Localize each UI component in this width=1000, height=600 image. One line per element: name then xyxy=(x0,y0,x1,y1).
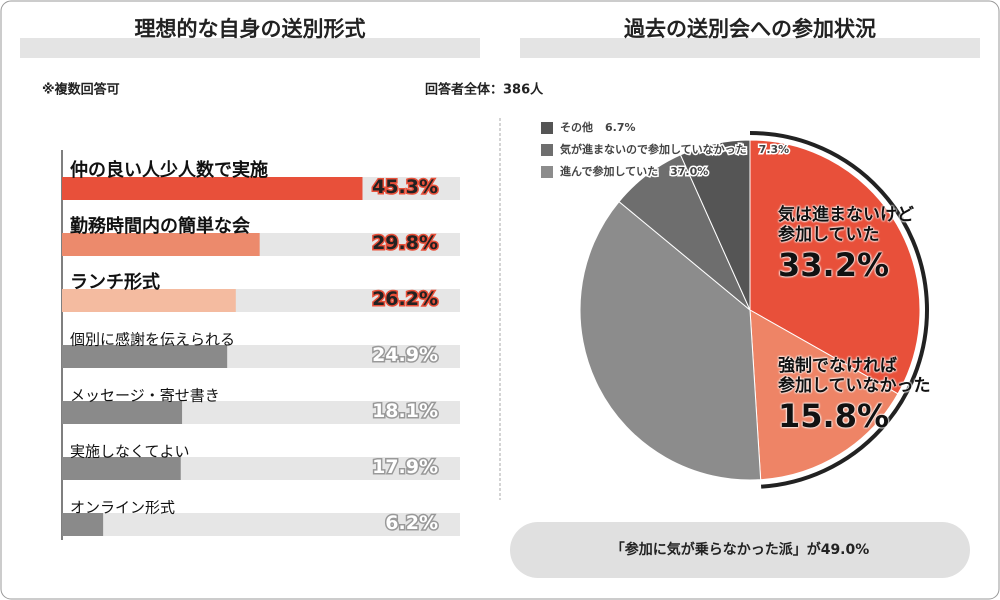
bar-label: 仲の良い人少人数で実施 xyxy=(70,159,268,181)
bar-label: メッセージ・寄せ書き xyxy=(70,387,220,405)
legend-name: 気が進まないので参加していなかった xyxy=(560,142,747,156)
value-label: 6.2% xyxy=(385,512,438,534)
bar-label: 勤務時間内の簡単な会 xyxy=(70,215,250,237)
title-band xyxy=(20,38,480,58)
value-label: 45.3% xyxy=(372,176,438,198)
note: ※複数回答可 xyxy=(42,82,120,98)
legend-entry: 進んで参加していた 37.0% xyxy=(560,164,708,178)
legend-value: 7.3% xyxy=(759,143,790,156)
value-label: 29.8% xyxy=(372,232,438,254)
legend-swatch xyxy=(541,166,553,178)
legend-swatch xyxy=(541,122,553,134)
pie-slice xyxy=(679,139,751,311)
legend-entry: 気が進まないので参加していなかった 7.3% xyxy=(560,142,789,156)
bar-label: 実施しなくてよい xyxy=(70,443,190,461)
bar-label: 個別に感謝を伝えられる xyxy=(70,331,235,349)
callout: 「参加に気が乗らなかった派」が49.0% xyxy=(611,541,870,558)
chart-title: 理想的な自身の送別形式 xyxy=(135,17,366,41)
value-label: 18.1% xyxy=(372,400,438,422)
legend-name: その他 xyxy=(560,120,593,134)
value-label: 26.2% xyxy=(372,288,438,310)
bar-label: オンライン形式 xyxy=(70,499,175,517)
legend-value: 6.7% xyxy=(605,121,636,134)
legend-swatch xyxy=(541,144,553,156)
chart-title: 過去の送別会への参加状況 xyxy=(624,17,876,41)
pie-slice xyxy=(579,200,762,481)
value-label: 17.9% xyxy=(372,456,438,478)
bar xyxy=(62,457,181,480)
legend-entry: その他 6.7% xyxy=(560,120,636,134)
bar-label: ランチ形式 xyxy=(70,271,160,293)
slice-value: 15.8% xyxy=(778,397,890,435)
highlight-arc xyxy=(749,131,929,489)
slice-name: 気は進まないけど 参加していた xyxy=(778,205,914,245)
bar-track xyxy=(62,513,460,536)
slice-name: 強制でなければ 参加していなかった xyxy=(778,356,931,396)
note: 回答者全体：386人 xyxy=(425,82,544,98)
pie-slice xyxy=(749,309,899,481)
bar xyxy=(62,233,260,256)
legend-value: 37.0% xyxy=(670,165,708,178)
bar xyxy=(62,289,236,312)
slice-value: 33.2% xyxy=(778,246,890,284)
bar xyxy=(62,345,228,368)
pie-slice xyxy=(749,139,921,395)
slice-label: 強制でなければ 参加していなかった 15.8% xyxy=(778,356,931,436)
bar xyxy=(62,513,104,536)
slice-label: 気は進まないけど 参加していた 33.2% xyxy=(778,205,914,285)
bar xyxy=(62,401,183,424)
value-label: 24.9% xyxy=(372,344,438,366)
title-band xyxy=(520,38,980,58)
legend-name: 進んで参加していた xyxy=(560,164,658,178)
callout-pill xyxy=(510,522,970,578)
bar xyxy=(62,177,363,200)
